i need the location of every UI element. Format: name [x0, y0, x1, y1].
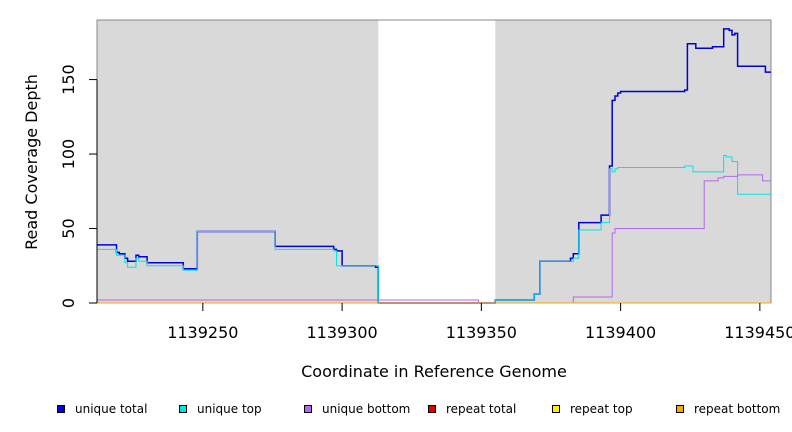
legend-label: repeat total — [446, 402, 517, 416]
legend-swatch — [57, 405, 65, 413]
y-axis: 0 50 100 150 — [59, 64, 98, 308]
shaded-regions — [97, 20, 771, 303]
shaded-region-2 — [495, 20, 771, 303]
legend-label: repeat top — [570, 402, 633, 416]
legend: unique total unique top unique bottom repea… — [0, 400, 792, 420]
legend-swatch — [552, 405, 560, 413]
legend-swatch — [428, 405, 436, 413]
legend-label: unique total — [75, 402, 148, 416]
series-line-unique-top — [97, 155, 771, 304]
coverage-chart: 1139250 1139300 1139350 1139400 1139450 0 50 1… — [22, 19, 792, 381]
y-tick-label: 100 — [59, 139, 78, 170]
shaded-region-1 — [97, 20, 379, 303]
legend-label: unique top — [197, 402, 262, 416]
legend-item-unique-bottom: unique bottom — [304, 400, 410, 418]
x-tick-label: 1139350 — [446, 323, 517, 342]
legend-item-repeat-bottom: repeat bottom — [676, 400, 780, 418]
y-tick-label: 150 — [59, 64, 78, 95]
x-axis-title: Coordinate in Reference Genome — [301, 362, 567, 381]
legend-label: repeat bottom — [694, 402, 781, 416]
x-axis: 1139250 1139300 1139350 1139400 1139450 — [167, 303, 792, 342]
x-tick-label: 1139400 — [585, 323, 656, 342]
legend-label: unique bottom — [322, 402, 411, 416]
y-axis-title: Read Coverage Depth — [22, 74, 41, 250]
legend-item-unique-total: unique total — [57, 400, 147, 418]
y-tick-label: 0 — [59, 298, 78, 308]
legend-item-repeat-total: repeat total — [428, 400, 516, 418]
legend-item-repeat-top: repeat top — [552, 400, 633, 418]
x-tick-label: 1139450 — [724, 323, 792, 342]
x-tick-label: 1139250 — [167, 323, 238, 342]
legend-swatch — [676, 405, 684, 413]
y-tick-label: 50 — [59, 218, 78, 238]
legend-swatch — [179, 405, 187, 413]
x-tick-label: 1139300 — [306, 323, 377, 342]
series-layer — [97, 28, 771, 304]
legend-swatch — [304, 405, 312, 413]
legend-item-unique-top: unique top — [179, 400, 262, 418]
